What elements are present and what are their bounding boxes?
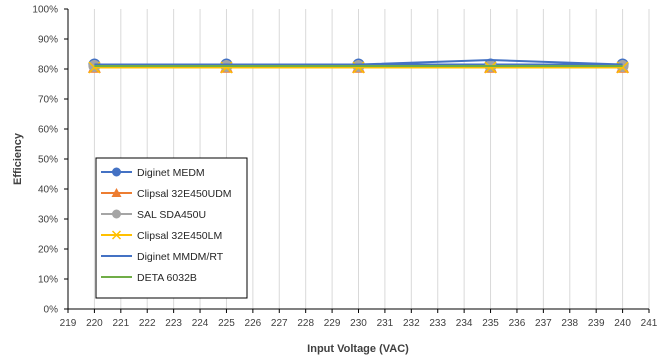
x-axis-title: Input Voltage (VAC) xyxy=(307,343,409,355)
x-tick-label: 232 xyxy=(403,318,420,329)
x-tick-label: 230 xyxy=(350,318,367,329)
x-tick-label: 226 xyxy=(245,318,262,329)
y-axis-title: Efficiency xyxy=(12,132,24,185)
legend-label: Clipsal 32E450LM xyxy=(137,230,222,242)
x-tick-label: 224 xyxy=(192,318,209,329)
x-tick-label: 238 xyxy=(561,318,578,329)
x-tick-label: 219 xyxy=(60,318,77,329)
legend-swatch-marker xyxy=(112,209,121,219)
x-tick-label: 220 xyxy=(86,318,103,329)
series-line xyxy=(94,58,623,66)
data-point-marker-stroke xyxy=(484,61,497,74)
x-tick-label: 223 xyxy=(165,318,182,329)
y-tick-label: 30% xyxy=(38,215,58,226)
y-tick-label: 70% xyxy=(38,95,58,106)
x-tick-label: 235 xyxy=(482,318,499,329)
gridlines xyxy=(93,9,650,309)
legend-box xyxy=(95,157,248,299)
x-tick-label: 222 xyxy=(139,318,156,329)
y-tick-label: 50% xyxy=(38,155,58,166)
x-tick-label: 228 xyxy=(297,318,314,329)
x-tick-label: 229 xyxy=(324,318,341,329)
legend-label: Diginet MEDM xyxy=(137,167,205,179)
data-point-marker xyxy=(484,61,497,74)
x-tick-label: 227 xyxy=(271,318,288,329)
y-tick-label: 40% xyxy=(38,185,58,196)
y-tick-labels: 0% 10% 20% 30% 40% 50% 60% 70% 80% 90% 100% xyxy=(32,5,58,316)
x-tick-label: 240 xyxy=(614,318,631,329)
legend-swatch-marker-stroke xyxy=(111,230,122,240)
legend-swatch-marker xyxy=(111,230,122,240)
y-tick-label: 100% xyxy=(32,5,58,16)
legend-swatch-marker xyxy=(111,188,122,197)
y-tick-label: 60% xyxy=(38,125,58,136)
y-tick-label: 80% xyxy=(38,65,58,76)
legend-label: DETA 6032B xyxy=(137,272,197,284)
axes xyxy=(64,8,650,313)
y-tick-label: 90% xyxy=(38,35,58,46)
y-tick-label: 10% xyxy=(38,275,58,286)
legend-label: Diginet MMDM/RT xyxy=(137,251,224,263)
x-tick-label: 236 xyxy=(509,318,526,329)
x-tick-labels: 219 220 221 222 223 224 225 226 227 228 229 230 231 2… xyxy=(60,318,658,329)
legend-swatch-marker xyxy=(112,167,121,177)
legend: Diginet MEDM Clipsal 32E450UDM SAL SDA450U… xyxy=(95,157,248,299)
legend-label: Clipsal 32E450UDM xyxy=(137,188,232,200)
x-tick-label: 221 xyxy=(112,318,129,329)
y-tick-label: 20% xyxy=(38,245,58,256)
x-tick-label: 234 xyxy=(456,318,473,329)
x-tick-label: 233 xyxy=(429,318,446,329)
x-tick-label: 241 xyxy=(641,318,658,329)
legend-label: SAL SDA450U xyxy=(137,209,206,221)
x-tick-label: 239 xyxy=(588,318,605,329)
x-tick-label: 225 xyxy=(218,318,235,329)
series-group xyxy=(87,58,630,74)
data-point-marker-stroke xyxy=(616,61,629,74)
y-tick-label: 0% xyxy=(44,305,59,316)
x-tick-label: 231 xyxy=(377,318,394,329)
x-tick-label: 237 xyxy=(535,318,552,329)
